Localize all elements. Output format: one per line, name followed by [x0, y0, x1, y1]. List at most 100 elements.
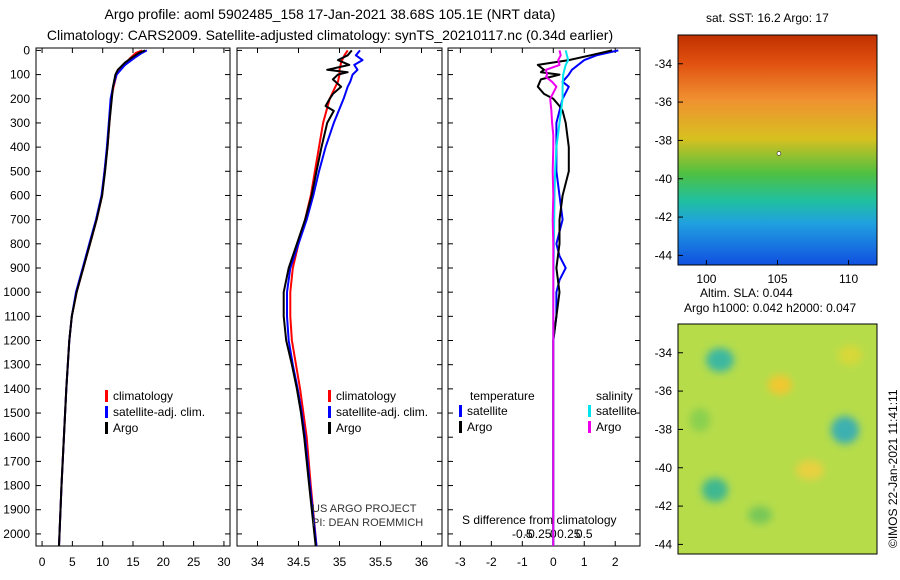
legend-header-salinity: salinity: [596, 389, 633, 403]
watermark-project: US ARGO PROJECT: [312, 503, 417, 515]
difference-legend-label: Argo: [467, 420, 493, 434]
salinity-series-line: [282, 49, 353, 547]
argo-position-marker: [776, 151, 782, 156]
sla-map-ytick-label: -40: [655, 461, 673, 475]
sst-map-ytick-label: -36: [655, 95, 673, 109]
depth-tick-label: 600: [10, 188, 30, 202]
salinity-legend-label: climatology: [336, 389, 396, 403]
temperature-xtick-label: 15: [126, 555, 140, 569]
difference-sal-xtick-label: -0.5: [512, 527, 533, 541]
temperature-legend-swatch: [105, 422, 108, 434]
salinity-legend-label: satellite-adj. clim.: [336, 405, 428, 419]
salinity-panel-frame: [236, 47, 443, 547]
difference-temp-xtick-label: -2: [486, 555, 497, 569]
sla-map-ytick-label: -36: [655, 384, 673, 398]
difference-temp-xtick-label: -3: [455, 555, 466, 569]
difference-legend-label: Argo: [596, 420, 622, 434]
depth-tick-label: 1100: [4, 309, 30, 323]
salinity-legend-swatch: [328, 422, 331, 434]
difference-temp-xtick-label: 2: [612, 555, 619, 569]
depth-tick-label: 300: [10, 116, 30, 130]
sla-map-ytick-label: -34: [655, 346, 673, 360]
temperature-series-line: [58, 49, 146, 547]
sla-map-title: Altim. SLA: 0.044: [700, 286, 793, 300]
temperature-legend-swatch: [105, 390, 108, 402]
salinity-xtick-label: 34.5: [287, 555, 311, 569]
depth-tick-label: 100: [10, 68, 30, 82]
sst-map-ytick-label: -44: [655, 248, 673, 262]
difference-legend-label: satellite: [467, 404, 508, 418]
difference-legend-swatch: [459, 421, 462, 433]
sst-map-xtick-label: 100: [696, 272, 716, 286]
temperature-xtick-label: 5: [69, 555, 76, 569]
difference-legend-swatch: [588, 421, 591, 433]
difference-sal-xtick-label: 0.5: [576, 527, 593, 541]
sla-map-subtitle: Argo h1000: 0.042 h2000: 0.047: [684, 301, 857, 315]
depth-tick-label: 0: [23, 43, 30, 57]
temperature-xtick-label: 10: [96, 555, 110, 569]
sst-map-ytick-label: -38: [655, 133, 673, 147]
sst-map-ytick-label: -42: [655, 210, 673, 224]
sla-map-ytick-label: -44: [655, 537, 673, 551]
temperature-xtick-label: 30: [217, 555, 231, 569]
depth-tick-label: 1800: [3, 479, 30, 493]
salinity-xtick-label: 34: [251, 555, 265, 569]
difference-sal-xtick-label: -0.25: [524, 527, 552, 541]
salinity-legend-label: Argo: [336, 421, 362, 435]
depth-tick-label: 200: [10, 92, 30, 106]
salinity-xtick-label: 36: [415, 555, 429, 569]
temperature-legend-label: Argo: [113, 421, 139, 435]
sla-map: [677, 323, 878, 555]
temperature-legend-swatch: [105, 406, 108, 418]
temperature-panel-frame: [35, 47, 231, 547]
salinity-panel: [236, 47, 443, 547]
depth-tick-label: 1700: [3, 454, 30, 468]
depth-tick-label: 2000: [3, 527, 30, 541]
difference-panel-frame: [447, 47, 641, 547]
temperature-legend-label: satellite-adj. clim.: [113, 405, 205, 419]
title-line-2: Climatology: CARS2009. Satellite-adjuste…: [46, 27, 614, 43]
imos-credit: ©IMOS 22-Jan-2021 11:41:11: [886, 389, 900, 549]
temperature-xtick-label: 25: [187, 555, 201, 569]
difference-temp-xtick-label: 0: [550, 555, 557, 569]
sla-map-eddies: [690, 345, 862, 524]
depth-tick-label: 500: [10, 164, 30, 178]
depth-tick-label: 1200: [3, 334, 30, 348]
temperature-legend-label: climatology: [113, 389, 173, 403]
watermark-pi: PI: DEAN ROEMMICH: [312, 517, 424, 529]
sla-map-ytick-label: -42: [655, 499, 673, 513]
depth-tick-label: 800: [10, 237, 30, 251]
salinity-xtick-label: 35: [333, 555, 347, 569]
difference-temp-xtick-label: 1: [581, 555, 588, 569]
difference-sal-xtick-label: 0.25: [557, 527, 581, 541]
salinity-legend-swatch: [328, 390, 331, 402]
sst-map-title: sat. SST: 16.2 Argo: 17: [706, 11, 829, 25]
difference-temp-xtick-label: -1: [517, 555, 528, 569]
difference-legend-swatch: [459, 405, 462, 417]
sla-map-frame: [677, 323, 878, 555]
depth-tick-label: 1300: [3, 358, 30, 372]
temperature-panel: [35, 47, 231, 547]
sst-map-xtick-label: 110: [839, 272, 858, 286]
depth-tick-label: 400: [10, 140, 30, 154]
legend-header-temperature: temperature: [470, 389, 535, 403]
difference-legend-swatch: [588, 405, 591, 417]
depth-tick-label: 1500: [3, 406, 30, 420]
depth-tick-label: 900: [10, 261, 30, 275]
sst-map-xtick-label: 105: [767, 272, 787, 286]
sst-map-ytick-label: -34: [655, 57, 673, 71]
depth-tick-label: 1400: [3, 382, 30, 396]
sst-map: [677, 34, 878, 266]
depth-tick-label: 1000: [3, 285, 30, 299]
sla-map-ytick-label: -38: [655, 422, 673, 436]
depth-tick-label: 700: [10, 213, 30, 227]
title-line-1: Argo profile: aoml 5902485_158 17-Jan-20…: [104, 6, 556, 22]
difference-xlabel: S difference from climatology: [462, 513, 617, 527]
temperature-xtick-label: 20: [157, 555, 171, 569]
difference-series-line: [536, 49, 613, 546]
depth-tick-label: 1900: [3, 503, 30, 517]
temperature-xtick-label: 0: [39, 555, 46, 569]
difference-legend-label: satellite: [596, 404, 637, 418]
difference-panel: [447, 47, 641, 547]
